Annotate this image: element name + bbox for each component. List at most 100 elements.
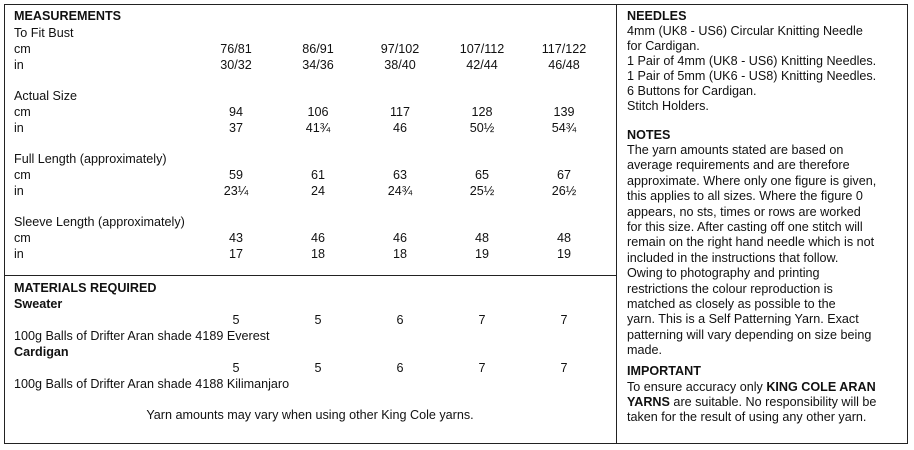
size-value: 106	[307, 105, 329, 119]
ball-count: 7	[560, 313, 568, 327]
ball-count: 7	[478, 361, 486, 375]
size-value: 30/32	[220, 58, 252, 72]
important-line: To ensure accuracy only KING COLE ARAN	[627, 379, 876, 395]
notes-line: yarn. This is a Self Patterning Yarn. Ex…	[627, 312, 859, 327]
notes-line: this applies to all sizes. Where the fig…	[627, 189, 863, 204]
size-value: 107/112	[459, 42, 505, 56]
size-value: 43	[228, 231, 244, 245]
size-value: 38/40	[384, 58, 416, 72]
size-value: 67	[556, 168, 572, 182]
notes-line: appears, no sts, times or rows are worke…	[627, 204, 861, 219]
size-value: 42/44	[466, 58, 498, 72]
size-value: 48	[474, 231, 490, 245]
notes-line: included in the instructions that follow…	[627, 250, 839, 265]
section-title: To Fit Bust	[14, 26, 74, 40]
size-value: 117	[389, 105, 411, 119]
column-divider	[616, 4, 617, 444]
size-value: 18	[310, 247, 326, 261]
important-heading: IMPORTANT	[627, 364, 701, 378]
size-value: 23¼	[223, 184, 249, 198]
material-description: 100g Balls of Drifter Aran shade 4188 Ki…	[14, 377, 290, 391]
size-value: 24	[310, 184, 326, 198]
ball-count: 7	[560, 361, 568, 375]
needles-heading: NEEDLES	[627, 9, 687, 23]
material-name: Sweater	[14, 297, 63, 311]
size-value: 94	[228, 105, 244, 119]
size-value: 46/48	[548, 58, 580, 72]
unit-label: in	[14, 247, 24, 261]
important-text: To ensure accuracy only	[627, 380, 767, 394]
size-value: 128	[471, 105, 493, 119]
section-title: Full Length (approximately)	[14, 152, 167, 166]
materials-heading: MATERIALS REQUIRED	[14, 281, 157, 295]
ball-count: 5	[314, 361, 322, 375]
needles-line: 1 Pair of 4mm (UK8 - US6) Knitting Needl…	[627, 54, 877, 68]
brand-name: KING COLE ARAN	[766, 380, 876, 394]
size-value: 59	[228, 168, 244, 182]
ball-count: 5	[232, 313, 240, 327]
section-title: Sleeve Length (approximately)	[14, 215, 185, 229]
notes-line: for this size. After casting off one sti…	[627, 220, 863, 234]
size-value: 41¾	[305, 121, 331, 135]
size-value: 24¾	[387, 184, 413, 198]
notes-line: average requirements and are therefore	[627, 158, 850, 173]
yarn-footnote: Yarn amounts may vary when using other K…	[146, 408, 474, 422]
unit-label: cm	[14, 105, 31, 119]
size-value: 17	[228, 247, 244, 261]
section-title: Actual Size	[14, 89, 77, 103]
size-value: 26½	[551, 184, 577, 198]
notes-line: restrictions the colour reproduction is	[627, 281, 833, 296]
size-value: 139	[553, 105, 575, 119]
ball-count: 6	[396, 313, 404, 327]
notes-line: remain on the right hand needle which is…	[627, 235, 875, 250]
ball-count: 5	[232, 361, 240, 375]
ball-count: 6	[396, 361, 404, 375]
unit-label: in	[14, 58, 24, 72]
size-value: 46	[392, 231, 408, 245]
size-value: 48	[556, 231, 572, 245]
size-value: 34/36	[302, 58, 334, 72]
needles-line: 1 Pair of 5mm (UK6 - US8) Knitting Needl…	[627, 69, 877, 83]
size-value: 86/91	[302, 42, 334, 56]
size-value: 61	[310, 168, 326, 182]
size-value: 54¾	[551, 121, 577, 135]
section-divider	[4, 275, 616, 276]
unit-label: cm	[14, 168, 31, 182]
size-value: 46	[310, 231, 326, 245]
ball-count: 5	[314, 313, 322, 327]
size-value: 25½	[469, 184, 495, 198]
size-value: 19	[556, 247, 572, 261]
notes-line: patterning will vary depending on size b…	[627, 327, 872, 342]
important-line: taken for the result of using any other …	[627, 410, 867, 424]
material-name: Cardigan	[14, 345, 69, 359]
size-value: 37	[228, 121, 244, 135]
page-frame	[4, 4, 908, 444]
size-value: 117/122	[541, 42, 587, 56]
ball-count: 7	[478, 313, 486, 327]
important-line: YARNS are suitable. No responsibility wi…	[627, 394, 876, 410]
size-value: 19	[474, 247, 490, 261]
size-value: 97/102	[380, 42, 420, 56]
brand-name: YARNS	[627, 395, 670, 409]
material-description: 100g Balls of Drifter Aran shade 4189 Ev…	[14, 329, 270, 343]
size-value: 46	[392, 121, 408, 135]
notes-line: The yarn amounts stated are based on	[627, 143, 844, 157]
notes-line: matched as closely as possible to the	[627, 297, 836, 311]
needles-line: for Cardigan.	[627, 39, 700, 53]
size-value: 50½	[469, 121, 495, 135]
needles-line: 4mm (UK8 - US6) Circular Knitting Needle	[627, 24, 863, 38]
size-value: 63	[392, 168, 408, 182]
measurements-heading: MEASUREMENTS	[14, 9, 122, 23]
notes-heading: NOTES	[627, 128, 671, 142]
unit-label: in	[14, 121, 24, 135]
unit-label: cm	[14, 42, 31, 56]
size-value: 18	[392, 247, 408, 261]
important-text: are suitable. No responsibility will be	[669, 395, 877, 409]
unit-label: cm	[14, 231, 31, 245]
size-value: 76/81	[220, 42, 252, 56]
size-value: 65	[474, 168, 490, 182]
notes-line: approximate. Where only one figure is gi…	[627, 173, 877, 188]
notes-line: Owing to photography and printing	[627, 266, 820, 281]
notes-line: made.	[627, 343, 663, 358]
needles-line: Stitch Holders.	[627, 99, 709, 113]
